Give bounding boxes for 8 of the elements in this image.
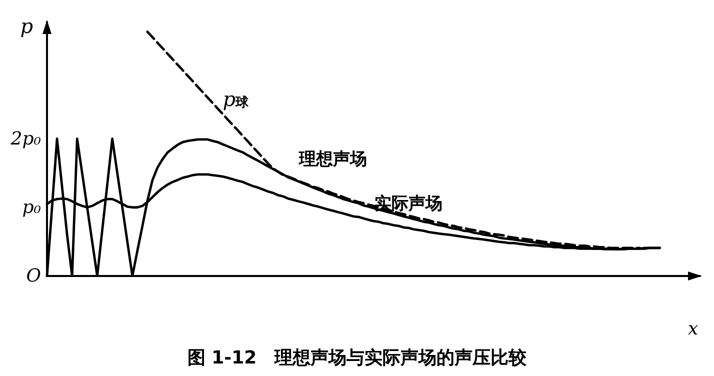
series-label: p球 (222, 87, 250, 112)
text: 2p₀ (10, 128, 41, 150)
y-axis-title: p (20, 14, 34, 38)
text: p₀ (22, 196, 41, 218)
text: O (26, 266, 42, 286)
x-axis-title: x (688, 318, 698, 340)
series-label: 理想声场 (298, 149, 368, 170)
text: 图 1-12 理想声场与实际声场的声压比较 (187, 348, 528, 368)
